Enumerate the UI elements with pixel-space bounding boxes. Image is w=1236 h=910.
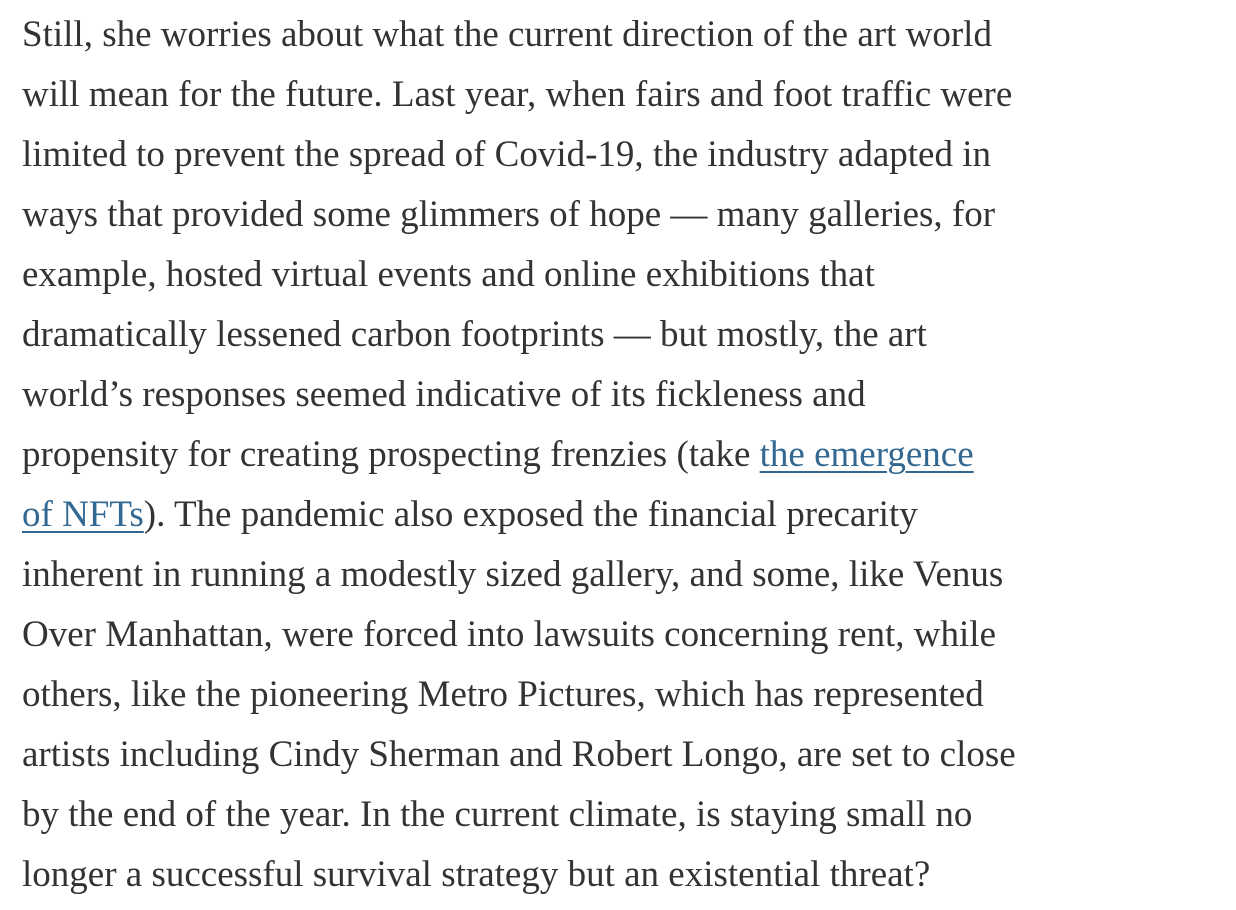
paragraph-line: longer a successful survival strategy bu… bbox=[22, 854, 931, 895]
paragraph-line: limited to prevent the spread of Covid-1… bbox=[22, 134, 991, 175]
nft-emergence-link[interactable]: the emergence bbox=[759, 434, 974, 475]
paragraph-line: will mean for the future. Last year, whe… bbox=[22, 74, 1013, 115]
paragraph-line-with-link: propensity for creating prospecting fren… bbox=[22, 425, 1222, 485]
paragraph-line: example, hosted virtual events and onlin… bbox=[22, 254, 875, 295]
paragraph-line: inherent in running a modestly sized gal… bbox=[22, 554, 1004, 595]
paragraph-text: propensity for creating prospecting fren… bbox=[22, 434, 760, 475]
nft-emergence-link-continued[interactable]: of NFTs bbox=[22, 494, 144, 535]
paragraph-line: world’s responses seemed indicative of i… bbox=[22, 374, 866, 415]
paragraph-line: Over Manhattan, were forced into lawsuit… bbox=[22, 614, 996, 655]
paragraph-line: by the end of the year. In the current c… bbox=[22, 794, 973, 835]
paragraph-line: Still, she worries about what the curren… bbox=[22, 14, 992, 55]
paragraph-line-with-link: of NFTs). The pandemic also exposed the … bbox=[22, 485, 1222, 545]
article-paragraph: Still, she worries about what the curren… bbox=[22, 5, 1222, 905]
paragraph-line: ways that provided some glimmers of hope… bbox=[22, 194, 996, 235]
paragraph-line: artists including Cindy Sherman and Robe… bbox=[22, 734, 1016, 775]
paragraph-text: ). The pandemic also exposed the financi… bbox=[143, 494, 918, 535]
paragraph-line: dramatically lessened carbon footprints … bbox=[22, 314, 927, 355]
paragraph-line: others, like the pioneering Metro Pictur… bbox=[22, 674, 984, 715]
